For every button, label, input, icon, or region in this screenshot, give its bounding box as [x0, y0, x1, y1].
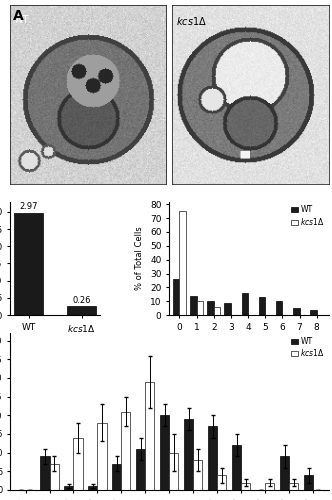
Bar: [14, 213, 43, 315]
Bar: [173, 279, 179, 315]
Bar: [122, 412, 130, 490]
Text: 0.26: 0.26: [72, 296, 91, 305]
Bar: [67, 306, 96, 315]
Bar: [41, 456, 49, 490]
Bar: [97, 423, 107, 490]
Bar: [280, 456, 289, 490]
Bar: [160, 416, 169, 490]
Text: WT: WT: [13, 15, 29, 25]
Bar: [64, 486, 73, 490]
Bar: [179, 211, 186, 315]
Bar: [217, 475, 226, 490]
Bar: [184, 419, 193, 490]
Legend: WT, $kcs1\Delta$: WT, $kcs1\Delta$: [291, 206, 325, 227]
Bar: [136, 449, 145, 490]
X-axis label: Autophagic Bodies per Vacuole: Autophagic Bodies per Vacuole: [183, 338, 314, 346]
Bar: [193, 460, 203, 490]
Text: A: A: [13, 8, 24, 22]
Legend: WT, $kcs1\Delta$: WT, $kcs1\Delta$: [291, 337, 325, 358]
Bar: [293, 308, 299, 315]
Bar: [289, 482, 298, 490]
Bar: [207, 302, 214, 315]
Text: $kcs1\Delta$: $kcs1\Delta$: [176, 15, 207, 27]
Bar: [73, 438, 83, 490]
Bar: [88, 486, 97, 490]
Bar: [304, 475, 313, 490]
Bar: [197, 302, 203, 315]
Bar: [232, 445, 241, 490]
Text: 2.97: 2.97: [19, 202, 38, 211]
Bar: [265, 482, 274, 490]
Bar: [241, 482, 250, 490]
Bar: [169, 452, 178, 490]
Bar: [145, 382, 154, 490]
Bar: [214, 307, 220, 315]
Bar: [112, 464, 122, 490]
Bar: [208, 426, 217, 490]
Bar: [241, 293, 248, 315]
Bar: [224, 302, 231, 315]
Bar: [49, 464, 59, 490]
Bar: [190, 296, 197, 315]
Bar: [310, 310, 317, 315]
Y-axis label: % of Total Cells: % of Total Cells: [135, 226, 144, 290]
Bar: [276, 302, 282, 315]
Bar: [259, 297, 265, 315]
